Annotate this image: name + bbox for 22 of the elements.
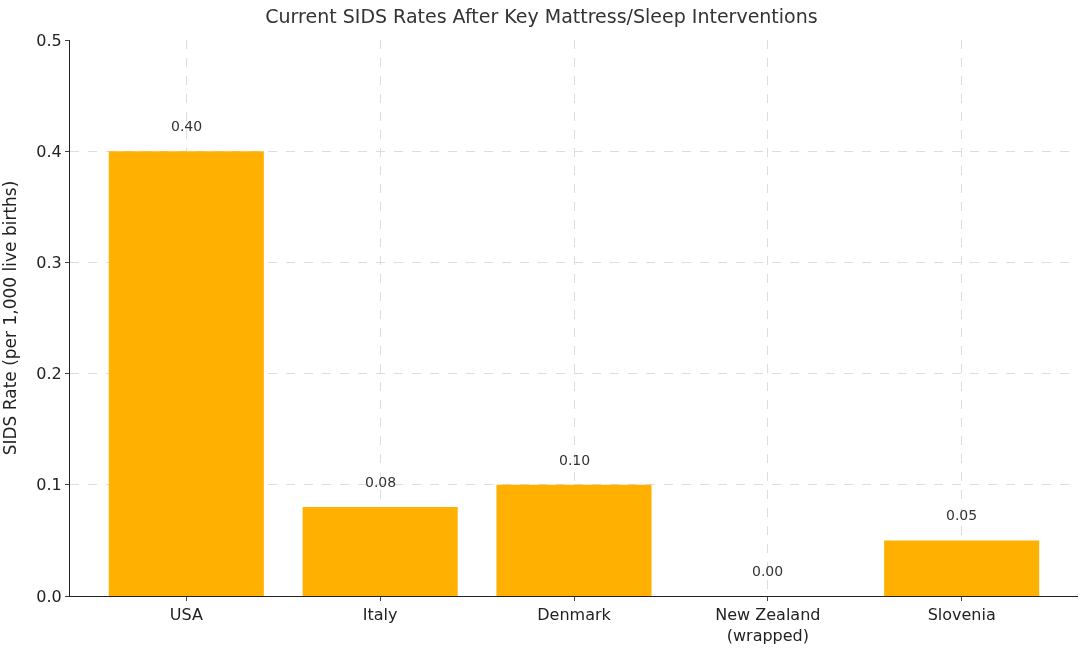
data-label: 0.40 — [171, 118, 203, 134]
y-axis-title: SIDS Rate (per 1,000 live births) — [0, 180, 20, 456]
x-tick-label: Italy — [362, 605, 398, 625]
y-tick-label: 0.2 — [36, 364, 62, 384]
y-tick-label: 0.3 — [36, 253, 62, 272]
y-tick-label: 0.0 — [36, 586, 62, 606]
bar — [302, 507, 458, 596]
y-tick-label: 0.4 — [36, 141, 62, 161]
bar — [884, 540, 1040, 596]
bar — [496, 484, 652, 596]
x-tick-label: Slovenia — [927, 605, 996, 625]
data-label: 0.05 — [946, 507, 978, 523]
x-tick-label: USA — [169, 605, 203, 625]
bar — [108, 151, 264, 596]
y-tick-label: 0.1 — [36, 475, 62, 495]
data-label: 0.00 — [752, 563, 784, 579]
data-label: 0.10 — [559, 452, 591, 468]
x-tick-label: New Zealand (wrapped) — [715, 605, 821, 645]
x-tick-label: Denmark — [537, 605, 612, 625]
chart-title: Current SIDS Rates After Key Mattress/Sleep Interventions — [265, 5, 818, 28]
data-label: 0.08 — [365, 474, 397, 490]
y-tick-label: 0.5 — [36, 30, 62, 50]
